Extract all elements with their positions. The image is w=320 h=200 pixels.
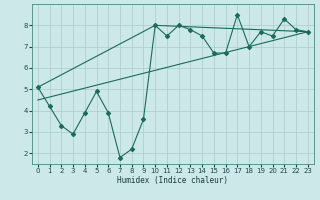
Point [106, 111, 111, 114]
Point [246, 45, 252, 48]
Point [129, 147, 134, 151]
Point [153, 24, 158, 27]
Point [94, 90, 99, 93]
Point [235, 13, 240, 16]
Point [293, 28, 299, 31]
Point [117, 156, 123, 159]
Point [270, 34, 275, 38]
Point [47, 105, 52, 108]
Point [223, 51, 228, 55]
X-axis label: Humidex (Indice chaleur): Humidex (Indice chaleur) [117, 176, 228, 185]
Point [164, 34, 170, 38]
Point [176, 24, 181, 27]
Point [35, 86, 40, 89]
Point [258, 30, 263, 33]
Point [141, 118, 146, 121]
Point [59, 124, 64, 127]
Point [211, 51, 216, 55]
Point [305, 30, 310, 33]
Point [282, 17, 287, 21]
Point [188, 28, 193, 31]
Point [70, 133, 76, 136]
Point [82, 111, 87, 114]
Point [200, 34, 205, 38]
